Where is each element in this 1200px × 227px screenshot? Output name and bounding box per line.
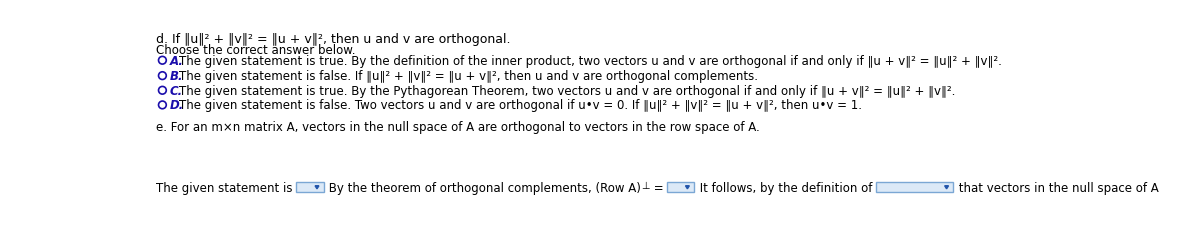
Text: ⊥: ⊥ bbox=[641, 180, 649, 190]
Text: Choose the correct answer below.: Choose the correct answer below. bbox=[156, 44, 355, 57]
FancyBboxPatch shape bbox=[1163, 183, 1198, 192]
Text: C.: C. bbox=[169, 84, 182, 97]
Text: =: = bbox=[649, 181, 667, 194]
Polygon shape bbox=[1188, 186, 1193, 189]
Text: D.: D. bbox=[169, 99, 184, 112]
FancyBboxPatch shape bbox=[296, 183, 324, 192]
Text: By the theorem of orthogonal complements, (Row A): By the theorem of orthogonal complements… bbox=[325, 181, 641, 194]
Text: The given statement is true. By the definition of the inner product, two vectors: The given statement is true. By the defi… bbox=[180, 54, 1002, 67]
Text: d. If ∥u∥² + ∥v∥² = ∥u + v∥², then u and v are orthogonal.: d. If ∥u∥² + ∥v∥² = ∥u + v∥², then u and… bbox=[156, 33, 511, 46]
Text: orthogonal to vectors in the row space of A.: orthogonal to vectors in the row space o… bbox=[1199, 181, 1200, 194]
Text: It follows, by the definition of: It follows, by the definition of bbox=[696, 181, 876, 194]
Polygon shape bbox=[316, 186, 319, 189]
Text: that vectors in the null space of A: that vectors in the null space of A bbox=[955, 181, 1163, 194]
Text: A.: A. bbox=[169, 54, 184, 67]
Text: e. For an m×n matrix A, vectors in the null space of A are orthogonal to vectors: e. For an m×n matrix A, vectors in the n… bbox=[156, 121, 760, 134]
Text: B.: B. bbox=[169, 70, 182, 83]
FancyBboxPatch shape bbox=[667, 183, 694, 192]
Text: The given statement is false. Two vectors u and v are orthogonal if u•v = 0. If : The given statement is false. Two vector… bbox=[180, 99, 863, 112]
Text: The given statement is true. By the Pythagorean Theorem, two vectors u and v are: The given statement is true. By the Pyth… bbox=[180, 84, 956, 97]
Polygon shape bbox=[685, 186, 689, 189]
Text: The given statement is false. If ∥u∥² + ∥v∥² = ∥u + v∥², then u and v are orthog: The given statement is false. If ∥u∥² + … bbox=[180, 70, 758, 83]
Text: The given statement is: The given statement is bbox=[156, 181, 296, 194]
Polygon shape bbox=[944, 186, 948, 189]
FancyBboxPatch shape bbox=[876, 183, 953, 192]
